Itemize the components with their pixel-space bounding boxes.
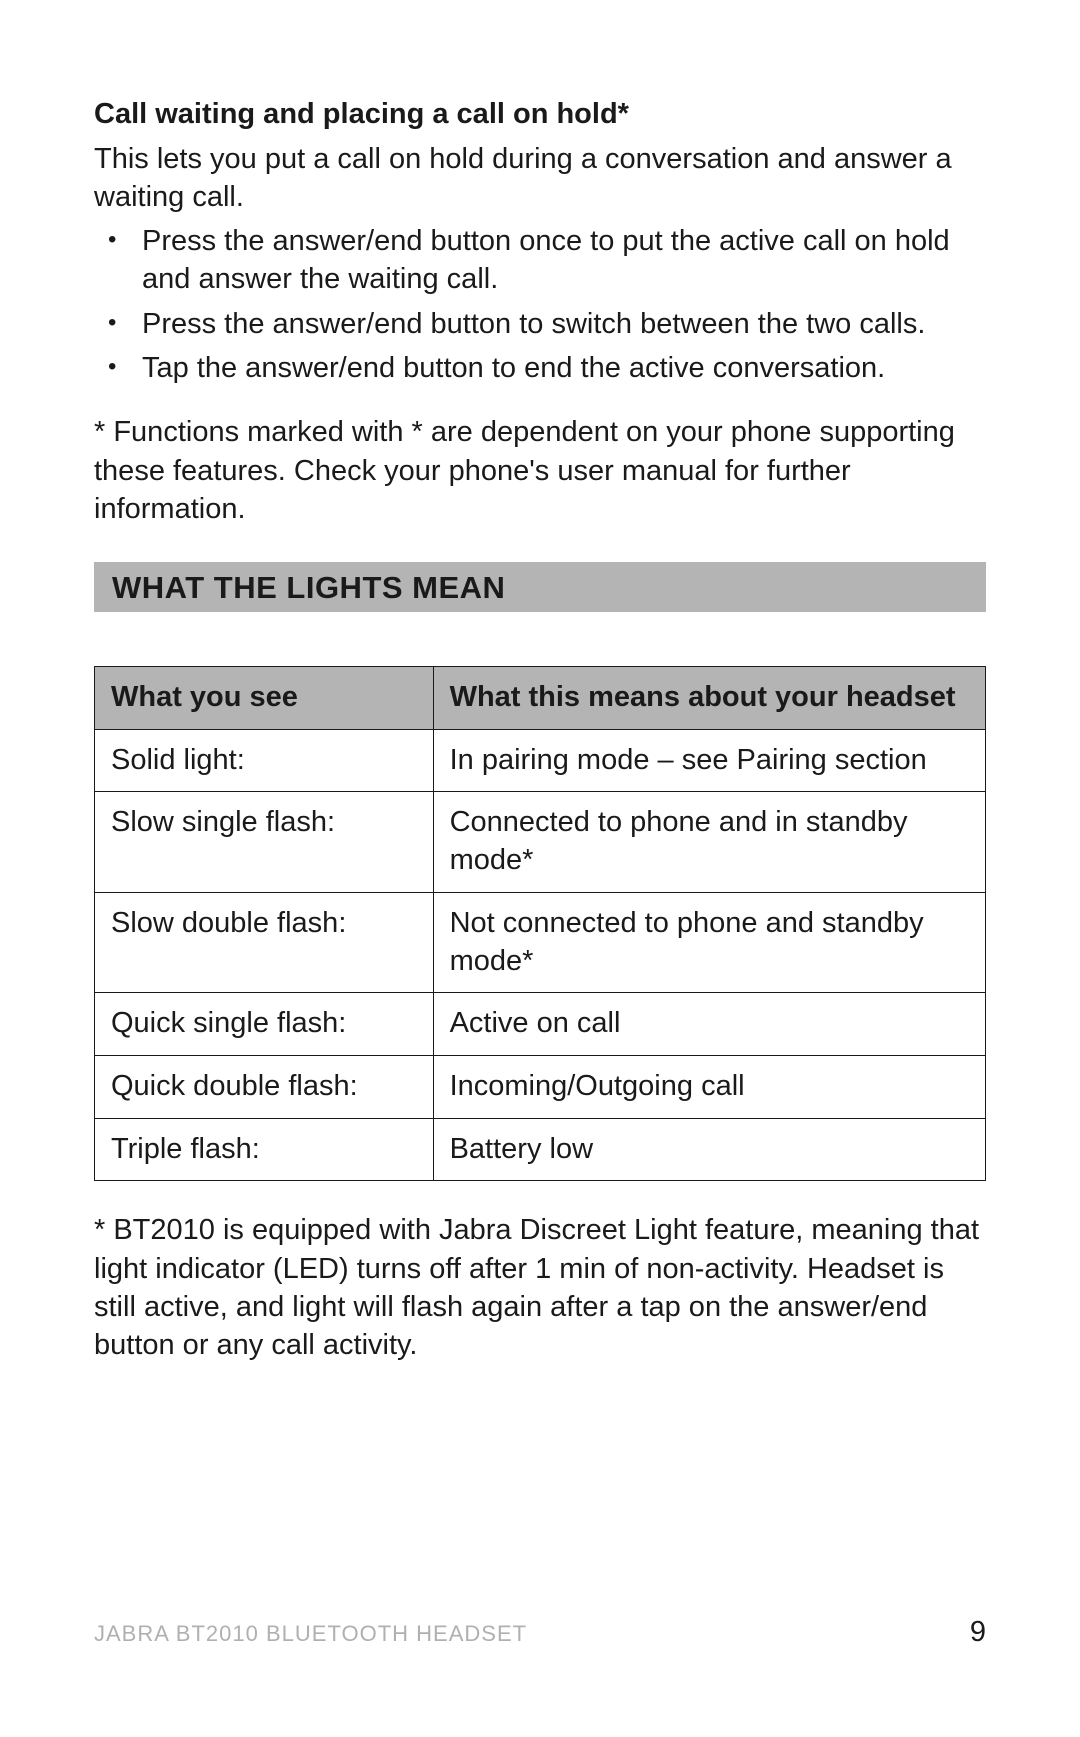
table-cell: Active on call — [433, 993, 985, 1056]
table-cell: Triple flash: — [95, 1118, 434, 1181]
bullet-list: Press the answer/end button once to put … — [94, 222, 986, 387]
table-cell: Solid light: — [95, 729, 434, 792]
table-cell: Quick single flash: — [95, 993, 434, 1056]
section-banner: WHAT THE LIGHTS MEAN — [94, 562, 986, 612]
table-cell: Slow single flash: — [95, 792, 434, 892]
table-header-cell: What this means about your headset — [433, 667, 985, 730]
table-row: Solid light: In pairing mode – see Pairi… — [95, 729, 986, 792]
table-cell: Connected to phone and in standby mode* — [433, 792, 985, 892]
section-intro: This lets you put a call on hold during … — [94, 140, 986, 217]
table-row: Quick double flash: Incoming/Outgoing ca… — [95, 1055, 986, 1118]
table-header-row: What you see What this means about your … — [95, 667, 986, 730]
list-item: Press the answer/end button once to put … — [94, 222, 986, 299]
table-row: Triple flash: Battery low — [95, 1118, 986, 1181]
section-title: Call waiting and placing a call on hold* — [94, 96, 986, 134]
table-cell: Incoming/Outgoing call — [433, 1055, 985, 1118]
table-row: Slow double flash: Not connected to phon… — [95, 892, 986, 992]
post-table-note: * BT2010 is equipped with Jabra Discreet… — [94, 1211, 986, 1364]
table-header-cell: What you see — [95, 667, 434, 730]
table-cell: Slow double flash: — [95, 892, 434, 992]
table-row: Quick single flash: Active on call — [95, 993, 986, 1056]
list-item: Press the answer/end button to switch be… — [94, 305, 986, 343]
table-cell: Not connected to phone and standby mode* — [433, 892, 985, 992]
footer-product-name: JABRA BT2010 BLUETOOTH HEADSET — [94, 1621, 527, 1647]
table-row: Slow single flash: Connected to phone an… — [95, 792, 986, 892]
page-footer: JABRA BT2010 BLUETOOTH HEADSET 9 — [94, 1616, 986, 1649]
table-cell: In pairing mode – see Pairing section — [433, 729, 985, 792]
list-item: Tap the answer/end button to end the act… — [94, 349, 986, 387]
footnote: * Functions marked with * are dependent … — [94, 413, 986, 528]
banner-text: WHAT THE LIGHTS MEAN — [112, 570, 505, 605]
table-cell: Quick double flash: — [95, 1055, 434, 1118]
table-cell: Battery low — [433, 1118, 985, 1181]
page-number: 9 — [970, 1616, 986, 1649]
lights-table: What you see What this means about your … — [94, 666, 986, 1181]
